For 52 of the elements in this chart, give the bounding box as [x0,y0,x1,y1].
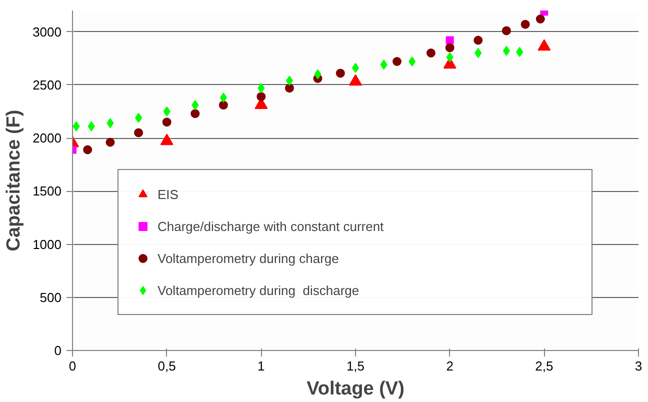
point [106,118,114,128]
point [502,46,510,56]
point [284,84,294,93]
y-tick-label: 1000 [32,236,62,252]
legend-label: Voltamperometry during discharge [158,282,360,298]
point [474,48,482,58]
point [516,46,524,57]
y-axis-title: Capacitance (F) [4,110,25,252]
y-tick-label: 500 [40,290,62,305]
x-tick-label: 3 [634,358,642,374]
point [426,48,436,58]
legend-label: Charge/discharge with constant current [158,218,385,234]
point [162,118,172,127]
legend-label: Voltamperometry during charge [158,250,340,266]
point [72,121,80,132]
point [163,106,170,116]
point [474,36,483,45]
y-tick-label: 2000 [32,130,62,146]
point [135,112,142,123]
point [446,52,454,62]
x-tick-label: 2,5 [535,358,554,374]
y-tick-label: 3000 [32,24,62,40]
point [134,128,144,138]
point [445,43,454,52]
legend-label: EIS [158,186,180,202]
point [83,145,92,154]
point [520,20,530,29]
x-tick-label: 1 [258,358,265,374]
x-tick-label: 0,5 [158,358,176,374]
point [286,76,293,86]
y-tick-label: 2500 [32,77,62,92]
point [88,121,95,132]
point [392,57,402,66]
point [380,60,388,70]
x-tick-label: 2 [446,358,454,374]
point [190,109,200,118]
y-tick-label: 0 [54,343,62,358]
x-axis-title: Voltage (V) [306,378,404,400]
point [258,83,265,94]
point [408,56,416,66]
point [220,92,227,103]
point [502,26,511,36]
point [106,138,115,147]
x-tick-label: 1,5 [346,358,365,374]
point [256,92,266,102]
point [218,100,228,110]
x-tick-label: 0 [68,358,76,374]
point [314,69,322,80]
point [336,68,345,78]
point [192,100,199,110]
point [536,14,545,24]
y-tick-label: 1500 [32,184,62,199]
